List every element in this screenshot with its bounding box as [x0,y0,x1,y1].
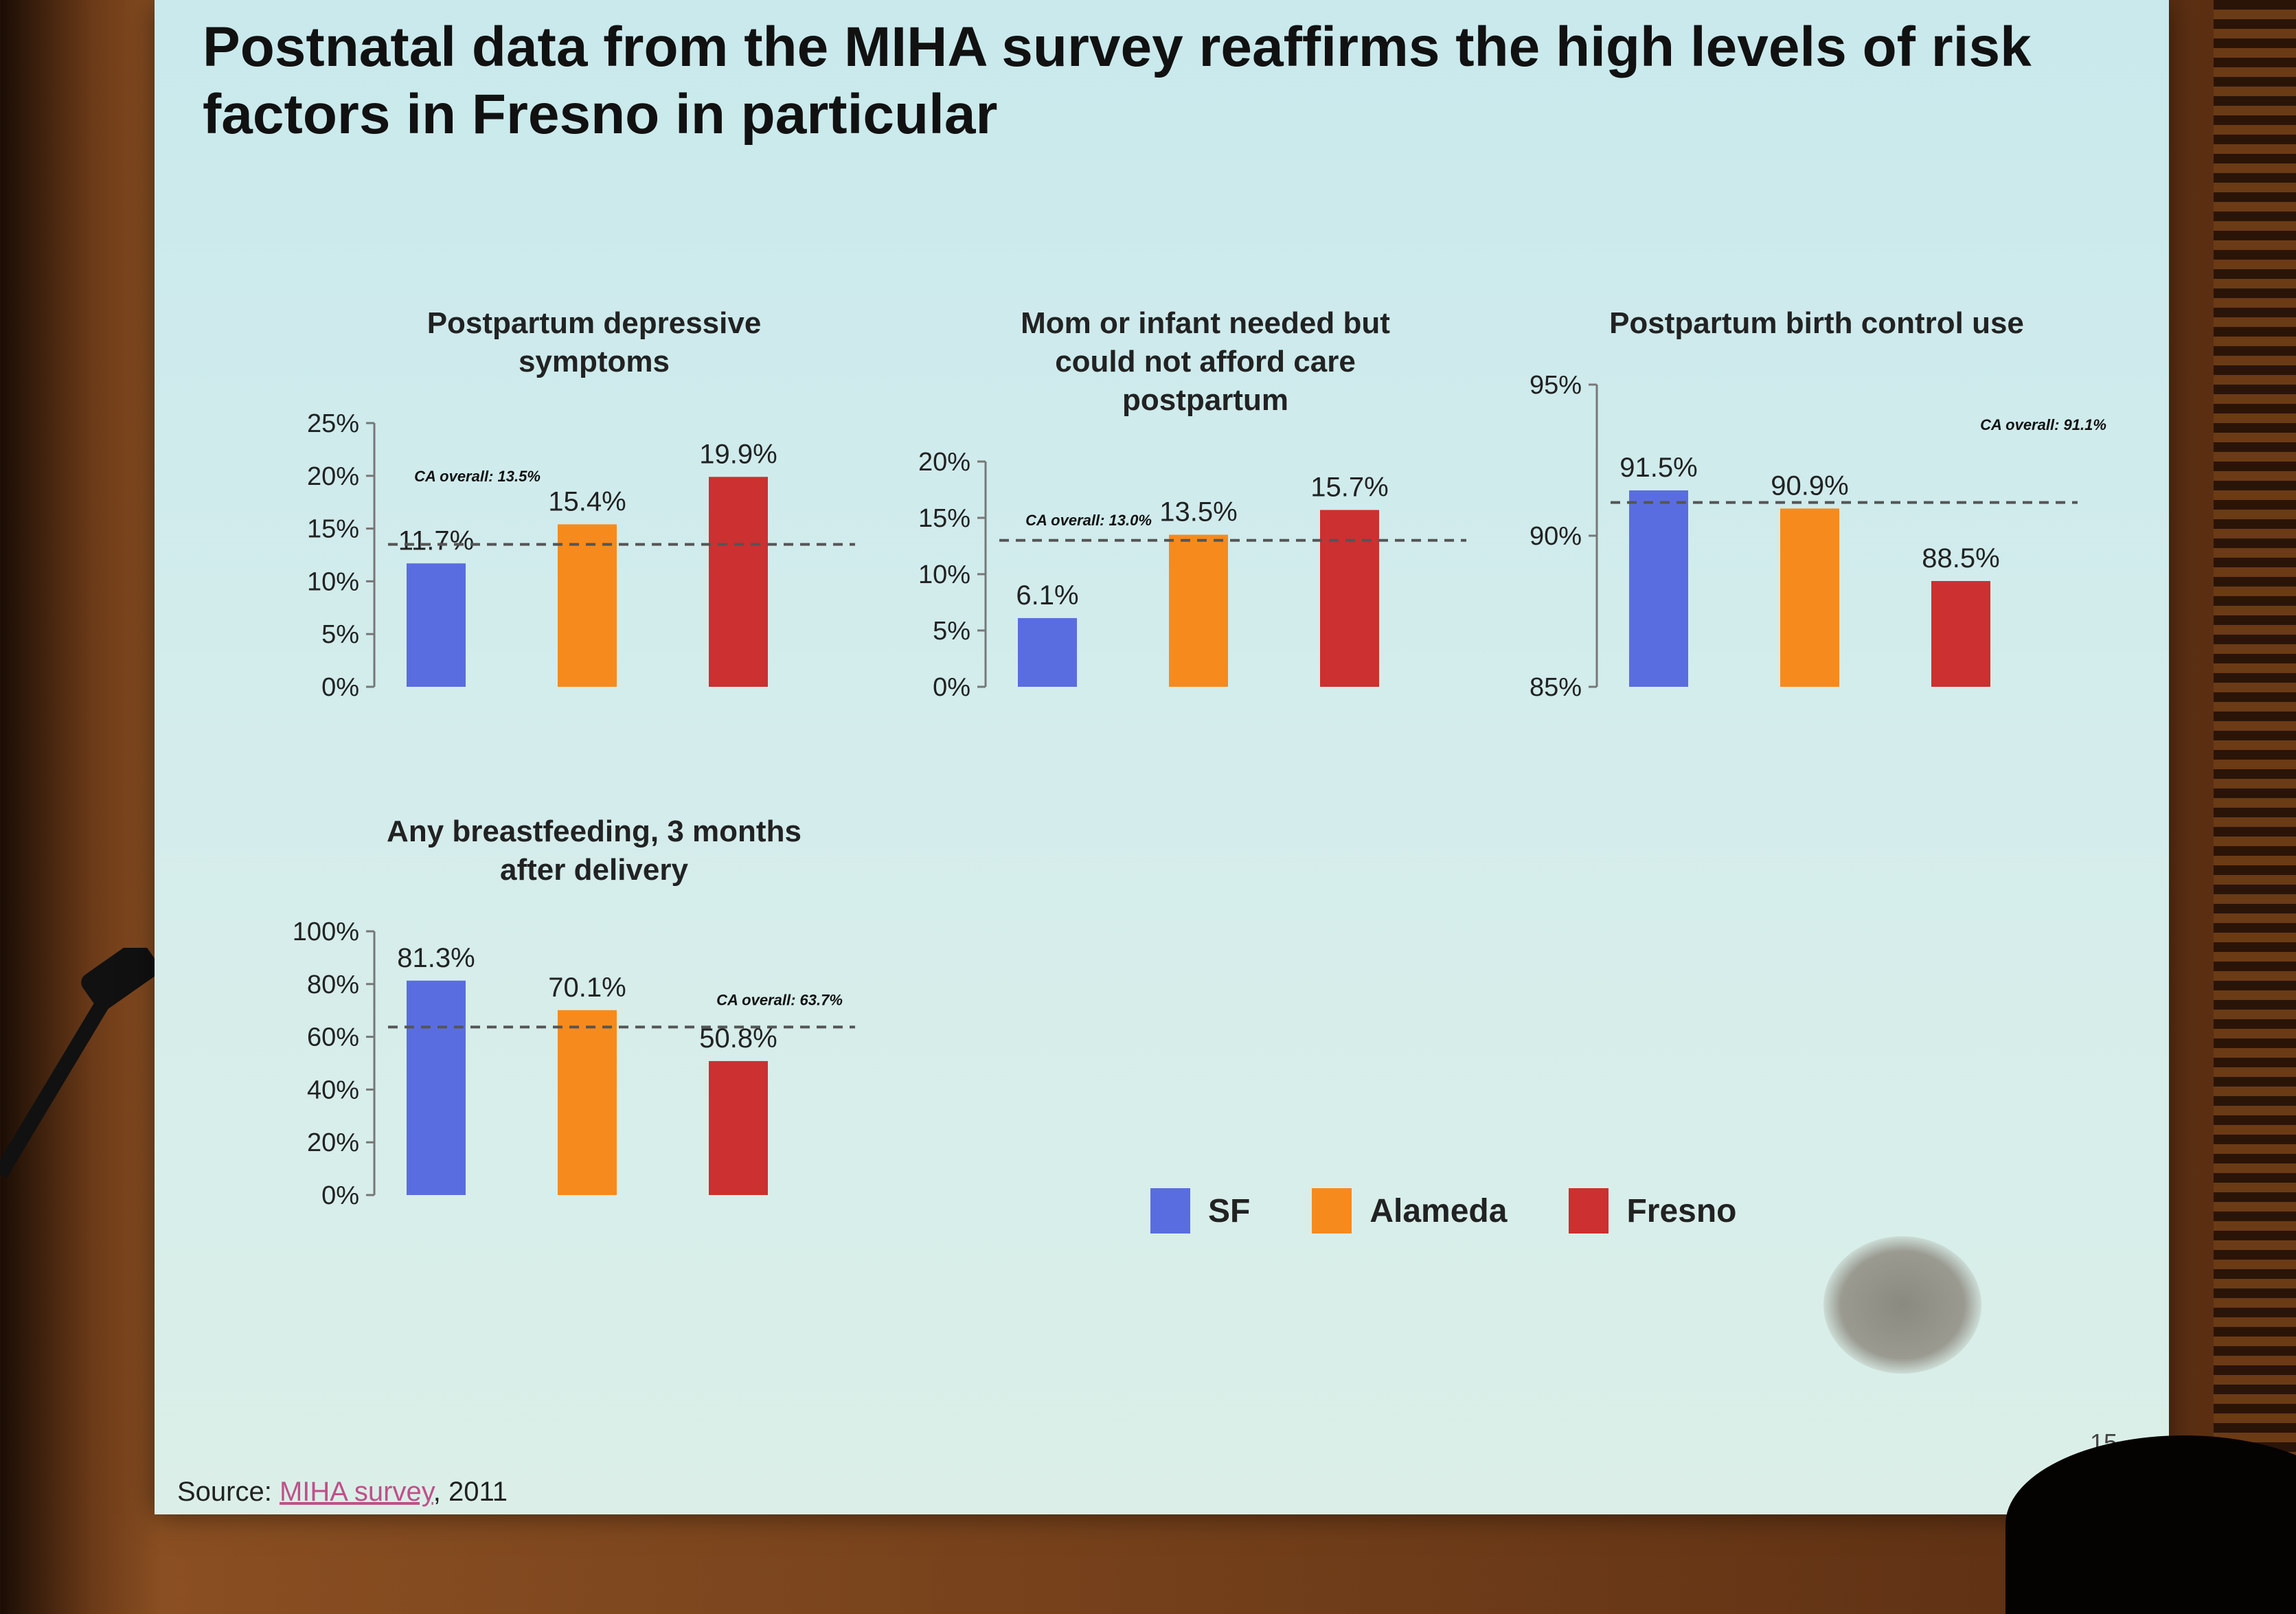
source-prefix: Source: [177,1477,280,1507]
data-label: 6.1% [1016,580,1078,611]
y-tick-label: 25% [307,409,359,438]
chart-title-line: could not afford care [1055,345,1356,378]
ca-overall-note: CA overall: 91.1% [1980,416,2106,433]
chart-title-line: after delivery [500,853,688,887]
legend-item-alameda: Alameda [1312,1188,1507,1234]
y-tick-label: 80% [307,970,359,999]
bar-sf [407,980,466,1195]
y-tick-label: 5% [933,617,970,646]
data-label: 15.4% [548,486,626,516]
y-tick-label: 15% [307,515,359,544]
chart-title-line: postpartum [1122,383,1288,417]
chart-birth-control-use: Postpartum birth control use 85% 90% 95% 91.… [1530,306,2106,702]
y-tick-label: 0% [933,673,970,702]
data-label: 70.1% [548,973,626,1003]
bar-alameda [558,1010,617,1195]
bar-alameda [1169,534,1228,687]
chart-title-line: Postpartum birth control use [1609,306,2024,340]
y-tick-label: 90% [1530,522,1582,551]
y-tick-label: 15% [918,504,970,533]
y-tick-label: 0% [321,673,359,702]
data-label: 91.5% [1619,453,1697,483]
data-label: 90.9% [1771,470,1848,501]
bar-sf [1018,617,1077,687]
legend-label-sf: SF [1208,1192,1251,1229]
bar-alameda [1780,508,1839,687]
projector-screen: Postnatal data from the MIHA survey reaf… [155,0,2169,1514]
chart-legend: SF Alameda Fresno [1150,1188,1736,1234]
legend-item-sf: SF [1150,1188,1250,1234]
legend-item-fresno: Fresno [1569,1188,1736,1234]
bar-fresno [709,477,768,687]
y-tick-label: 10% [918,560,970,589]
chart-could-not-afford-care: Mom or infant needed but could not afford… [918,306,1466,702]
y-tick-label: 10% [307,567,359,596]
chart-title-line: symptoms [519,345,670,378]
source-link[interactable]: MIHA survey [279,1477,433,1507]
ca-overall-note: CA overall: 63.7% [716,992,843,1009]
y-tick-label: 5% [321,620,359,649]
bar-fresno [1320,510,1379,687]
slide-title: Postnatal data from the MIHA survey reaf… [203,16,2032,146]
data-label: 15.7% [1310,473,1388,503]
y-tick-label: 60% [307,1023,359,1052]
chart-title-line: Postpartum depressive [427,306,762,340]
source-note: Source: MIHA survey, 2011 [177,1477,508,1508]
legend-label-alameda: Alameda [1369,1192,1508,1229]
data-label: 88.5% [1922,543,1999,573]
bar-fresno [709,1060,768,1195]
source-suffix: , 2011 [433,1477,508,1507]
legend-label-fresno: Fresno [1626,1192,1737,1229]
chart-title-line: Any breastfeeding, 3 months [387,815,802,848]
bar-alameda [558,524,617,687]
y-tick-label: 20% [307,1128,359,1157]
y-tick-label: 40% [307,1076,359,1104]
ca-overall-note: CA overall: 13.0% [1025,512,1152,529]
screen-smudge [1823,1236,1981,1374]
y-tick-label: 20% [307,462,359,491]
y-tick-label: 20% [918,448,970,477]
microphone-stand [0,948,159,1179]
data-label: 19.9% [699,439,777,469]
legend-swatch-alameda [1312,1188,1352,1234]
data-label: 81.3% [397,943,475,973]
legend-swatch-fresno [1569,1188,1609,1234]
data-label: 11.7% [398,525,474,556]
curtain-stripes [2214,0,2296,1532]
y-tick-label: 0% [321,1181,359,1210]
bar-sf [1629,490,1688,687]
y-tick-label: 85% [1530,673,1582,702]
bar-sf [407,563,466,687]
chart-breastfeeding: Any breastfeeding, 3 months after deliver… [293,815,855,1210]
y-tick-label: 95% [1530,371,1582,400]
bar-fresno [1931,581,1990,687]
ca-overall-note: CA overall: 13.5% [414,468,541,485]
legend-swatch-sf [1150,1188,1190,1234]
data-label: 13.5% [1159,497,1237,527]
chart-postpartum-depressive: Postpartum depressive symptoms 0% 5% 10% 15% 2… [307,306,855,702]
y-tick-label: 100% [293,918,359,946]
chart-title-line: Mom or infant needed but [1021,306,1390,340]
